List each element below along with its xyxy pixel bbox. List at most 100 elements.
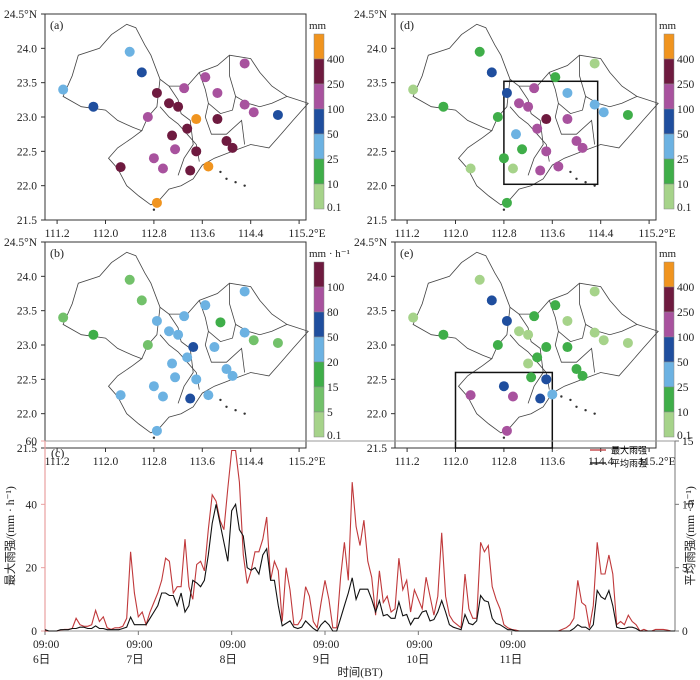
colorbar-label: 250 — [327, 79, 345, 91]
station-marker — [188, 342, 199, 353]
right-y-tick-label: 10 — [682, 499, 694, 511]
x-tick-time: 09:00 — [126, 639, 152, 651]
station-marker — [541, 146, 552, 157]
island-mark — [152, 208, 156, 211]
lat-tick-label: 23.5 — [17, 306, 37, 318]
district-boundary — [168, 85, 194, 176]
lat-tick-label: 21.5 — [367, 443, 387, 455]
island-mark — [234, 181, 237, 184]
left-y-tick-label: 40 — [26, 499, 38, 511]
station-marker — [148, 381, 159, 392]
station-marker — [167, 358, 178, 369]
station-marker — [541, 374, 552, 385]
lat-tick-label: 22.5 — [367, 374, 387, 386]
island-mark — [502, 436, 506, 439]
station-marker — [501, 87, 512, 98]
series-line-max-intensity — [45, 449, 675, 632]
colorbar-segment — [313, 311, 325, 338]
lon-tick-label: 113.6 — [540, 456, 566, 468]
lat-tick-label: 21.5 — [17, 443, 37, 455]
station-marker — [507, 391, 518, 402]
colorbar-segment — [663, 33, 675, 60]
station-marker — [523, 101, 534, 112]
colorbar-unit: mm — [309, 20, 327, 32]
station-marker — [465, 390, 476, 401]
island-mark — [575, 405, 578, 408]
island-mark — [575, 177, 578, 180]
station-marker — [598, 107, 609, 118]
lat-tick-label: 22.0 — [367, 181, 387, 193]
lon-tick-label: 114.4 — [238, 456, 264, 468]
lat-tick-label: 22.5 — [17, 146, 37, 158]
colorbar-segment — [313, 83, 325, 110]
district-boundary — [198, 55, 237, 115]
colorbar-segment — [663, 133, 675, 160]
station-marker — [523, 329, 534, 340]
station-marker — [164, 326, 175, 337]
station-marker — [465, 163, 476, 174]
colorbar-segment — [663, 158, 675, 185]
series-line-mean-intensity — [44, 502, 675, 632]
station-marker — [577, 142, 588, 153]
station-marker — [124, 274, 135, 285]
map-frame — [44, 13, 307, 221]
district-boundary — [554, 103, 595, 145]
station-marker — [571, 136, 582, 147]
island-mark — [593, 412, 596, 415]
district-boundary — [198, 283, 237, 343]
lat-tick-label: 22.0 — [367, 409, 387, 421]
lon-tick-label: 112.8 — [491, 456, 517, 468]
district-boundary — [518, 313, 544, 404]
station-marker — [598, 335, 609, 346]
station-marker — [550, 72, 561, 83]
map-frame — [394, 241, 657, 449]
lon-tick-label: 112.0 — [443, 228, 469, 240]
station-marker — [227, 370, 238, 381]
lat-tick-label: 23.5 — [367, 306, 387, 318]
colorbar-label: 25 — [677, 154, 689, 166]
colorbar-label: 100 — [327, 104, 345, 116]
island-mark — [560, 395, 563, 398]
lon-tick-label: 111.2 — [45, 228, 70, 240]
station-marker — [438, 101, 449, 112]
lon-tick-label: 115.2°E — [289, 228, 326, 240]
left-y-tick-label: 0 — [31, 626, 37, 638]
station-marker — [173, 329, 184, 340]
colorbar-segment — [313, 108, 325, 135]
station-marker — [562, 114, 573, 125]
station-marker — [151, 87, 162, 98]
station-marker — [589, 327, 600, 338]
station-marker — [142, 112, 153, 122]
station-marker — [164, 98, 175, 109]
colorbar-segment — [313, 183, 325, 210]
station-marker — [185, 393, 196, 404]
lat-tick-label: 24.0 — [17, 271, 37, 283]
island-mark — [569, 398, 572, 402]
colorbar-label: 5 — [327, 407, 333, 419]
station-marker — [589, 286, 600, 297]
map-panel-e: 24.5°N 24.0 23.5 23.0 22.5 22.0 21.5 111.2 112.0… — [354, 237, 695, 468]
lat-tick-label: 24.0 — [367, 43, 387, 55]
station-marker — [501, 197, 512, 208]
station-marker — [492, 112, 503, 122]
lat-tick-label: 21.5 — [17, 215, 37, 227]
station-marker — [532, 123, 543, 134]
colorbar-segment — [663, 286, 675, 313]
colorbar-label: 400 — [677, 54, 695, 66]
colorbar-label: 0.1 — [327, 430, 342, 442]
station-marker — [157, 391, 168, 402]
map-frame — [44, 241, 307, 449]
station-marker — [182, 123, 193, 134]
lat-tick-label: 22.0 — [17, 409, 37, 421]
station-marker — [514, 326, 525, 337]
island-mark — [219, 170, 222, 174]
station-marker — [170, 372, 181, 383]
station-marker — [272, 337, 283, 348]
station-marker — [203, 390, 214, 401]
x-axis-title: 时间(BT) — [337, 666, 383, 679]
left-y-axis-title: 最大雨强/(mm · h⁻¹) — [3, 486, 17, 586]
colorbar-segment — [663, 58, 675, 85]
colorbar-label: 10 — [677, 179, 689, 191]
colorbar-label: 50 — [327, 332, 339, 344]
map-panel-a: 24.5°N 24.0 23.5 23.0 22.5 22.0 21.5 111.2 112.0… — [4, 9, 345, 240]
